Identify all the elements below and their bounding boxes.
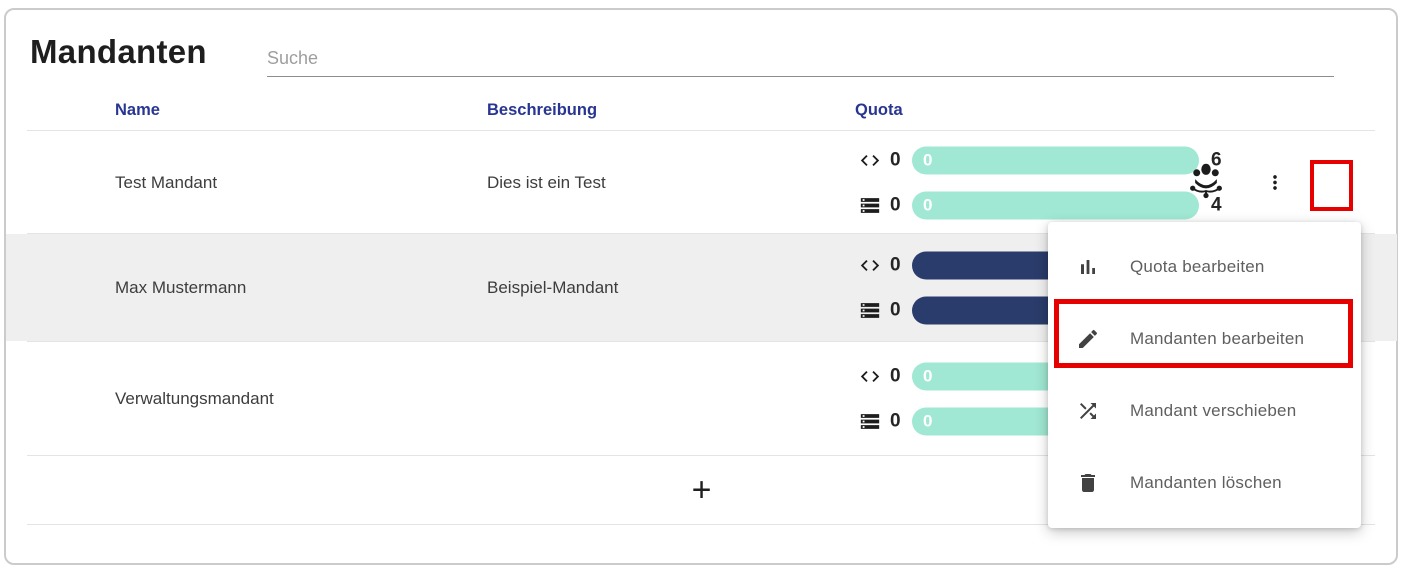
menu-item-label: Mandanten löschen (1130, 473, 1282, 492)
storage-icon (857, 298, 887, 322)
quota-bar-label: 0 (923, 366, 933, 385)
quota-used-value: 0 (890, 410, 901, 431)
tenant-name: Verwaltungsmandant (115, 388, 274, 408)
group-network-icon[interactable] (1183, 159, 1229, 206)
bar-chart-icon (1076, 255, 1100, 279)
menu-item-mandanten-loeschen[interactable]: Mandanten löschen (1048, 447, 1361, 519)
menu-item-label: Mandanten bearbeiten (1130, 329, 1305, 348)
row-divider (27, 233, 1375, 234)
menu-item-mandant-verschieben[interactable]: Mandant verschieben (1048, 375, 1361, 447)
header-divider (27, 130, 1375, 131)
column-header-name: Name (115, 101, 160, 119)
storage-icon (857, 409, 887, 433)
code-icon (857, 148, 887, 172)
page-title: Mandanten (30, 33, 207, 70)
quota-used-value: 0 (890, 299, 901, 320)
edit-pencil-icon (1076, 327, 1100, 351)
context-menu: Quota bearbeiten Mandanten bearbeiten Ma… (1048, 222, 1361, 528)
add-row: + (6, 456, 1397, 524)
menu-item-label: Mandant verschieben (1130, 401, 1297, 420)
search-input[interactable] (267, 40, 1334, 77)
quota-line-code: 0 0 6 (857, 146, 1225, 174)
tenant-name: Test Mandant (115, 172, 218, 192)
add-tenant-button[interactable]: + (691, 471, 712, 509)
code-icon (857, 364, 887, 388)
trash-icon (1076, 471, 1100, 495)
tenant-description: Dies ist ein Test (487, 172, 606, 192)
quota-line-storage: 0 0 4 (857, 191, 1225, 219)
menu-item-label: Quota bearbeiten (1130, 257, 1265, 276)
quota-used-value: 0 (890, 194, 901, 215)
storage-icon (857, 193, 887, 217)
row-divider (27, 341, 1375, 342)
quota-max-value: 4 (1211, 194, 1222, 215)
row-actions (1183, 159, 1287, 206)
quota-bar-label: 0 (923, 195, 933, 214)
quota-bar: 0 (912, 146, 1199, 174)
tenant-name: Max Mustermann (115, 277, 247, 297)
table-row: Test Mandant Dies ist ein Test 0 0 6 0 0… (6, 131, 1397, 234)
column-header-quota: Quota (855, 101, 903, 119)
column-header-description: Beschreibung (487, 101, 598, 119)
menu-item-quota-bearbeiten[interactable]: Quota bearbeiten (1048, 231, 1361, 303)
code-icon (857, 253, 887, 277)
menu-item-mandanten-bearbeiten[interactable]: Mandanten bearbeiten (1048, 303, 1361, 375)
shuffle-icon (1076, 399, 1100, 423)
tenant-description: Beispiel-Mandant (487, 277, 619, 297)
quota-used-value: 0 (890, 149, 901, 170)
quota-bar-label: 0 (923, 150, 933, 169)
quota-used-value: 0 (890, 254, 901, 275)
quota-bar: 0 (912, 191, 1199, 219)
quota-max-value: 6 (1211, 149, 1222, 170)
quota-used-value: 0 (890, 365, 901, 386)
row-divider (27, 455, 1375, 456)
bottom-divider (27, 524, 1375, 525)
more-vert-icon[interactable] (1263, 163, 1287, 203)
quota-block: 0 0 6 0 0 4 (857, 146, 1225, 219)
quota-bar-label: 0 (923, 411, 933, 430)
